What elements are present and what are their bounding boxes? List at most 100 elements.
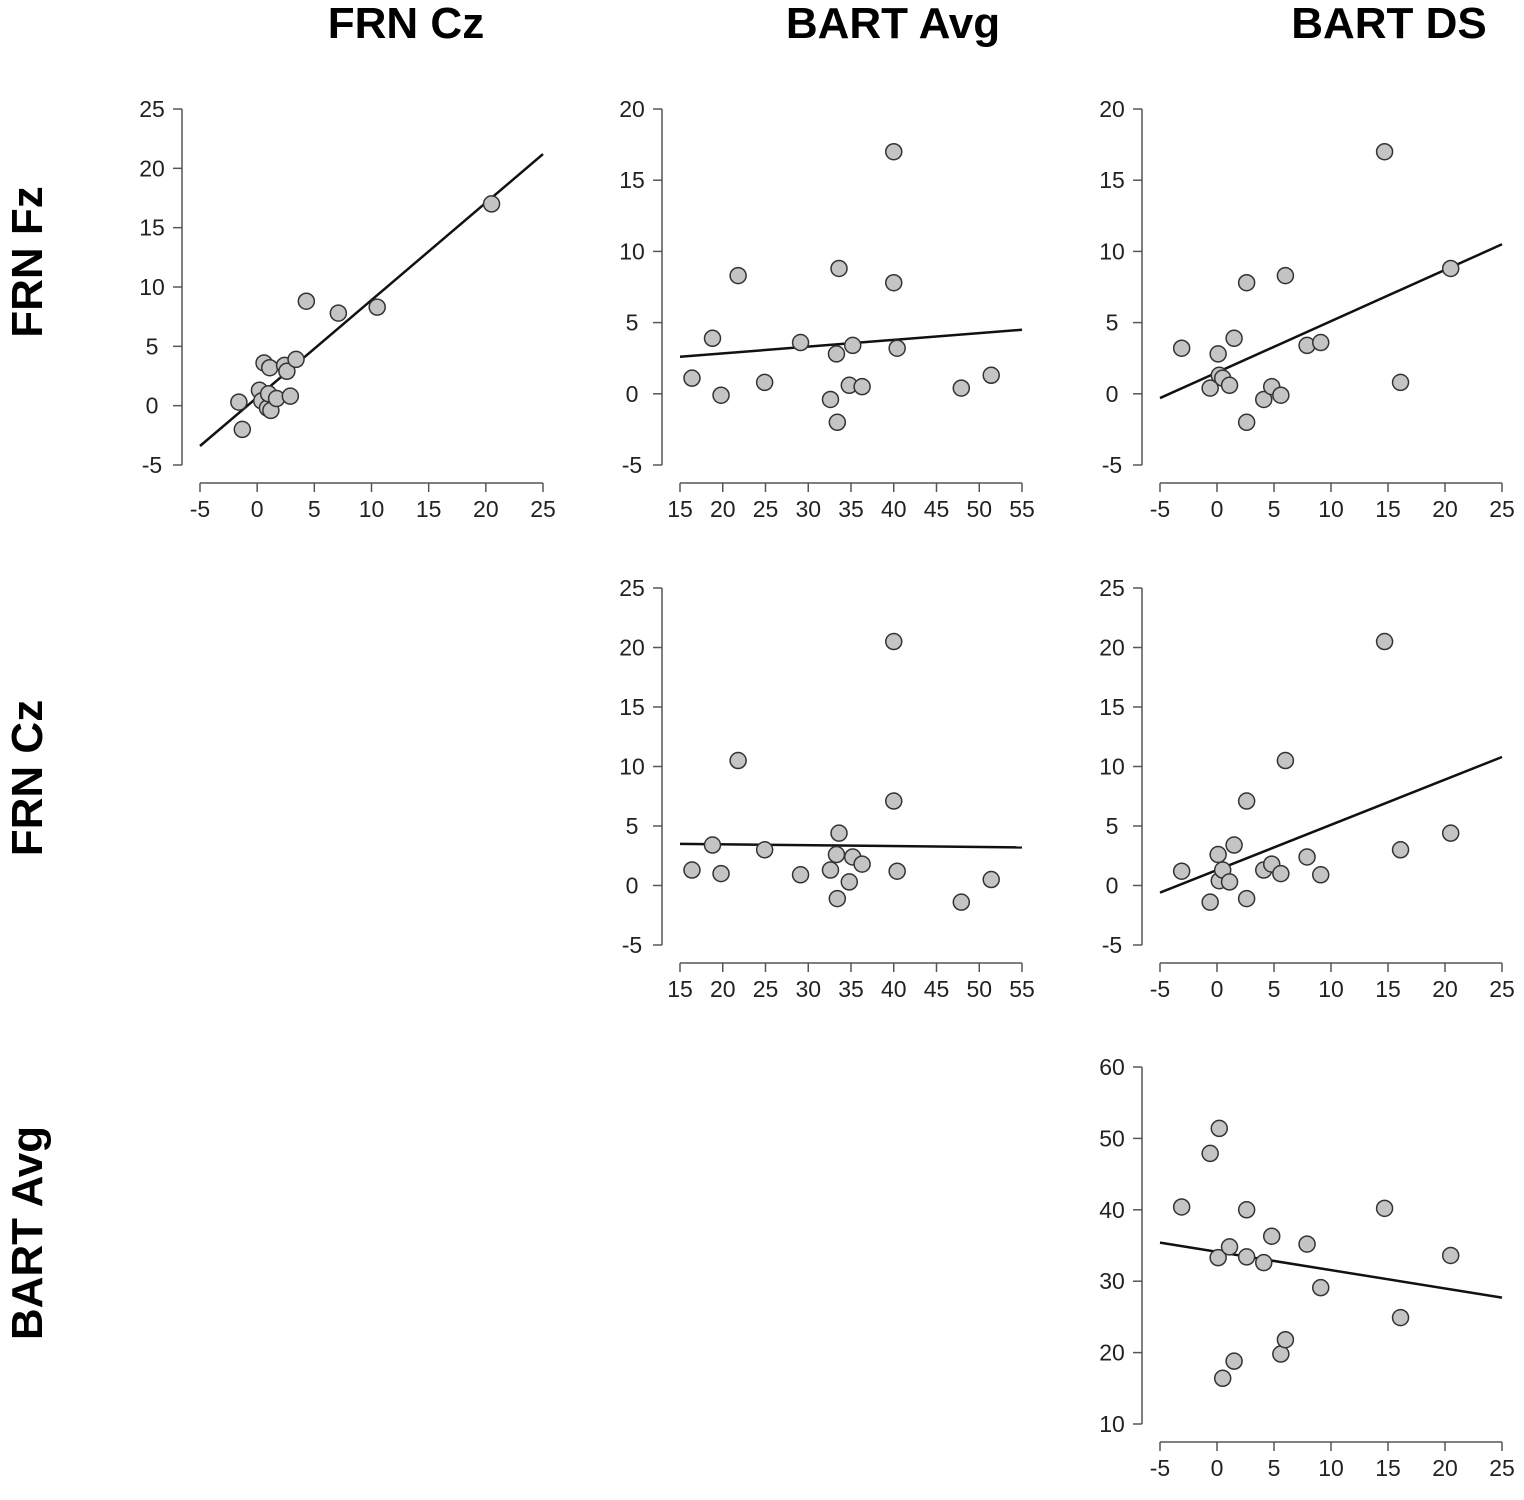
scatter-panel-3: -5 0 5 10 15 20 25 -5 0 5 10 15 20 [1099, 96, 1515, 522]
y-tick-label: 15 [619, 694, 645, 720]
data-point [712, 386, 730, 404]
y-tick-label: 20 [139, 155, 165, 181]
y-tick-label: 25 [619, 575, 645, 601]
data-point [329, 304, 348, 322]
data-point [1298, 1235, 1316, 1253]
x-tick-label: 20 [1432, 496, 1458, 522]
data-point [1237, 1201, 1256, 1219]
data-point [830, 824, 848, 842]
x-tick-label: 55 [1009, 496, 1035, 522]
x-tick-label: 35 [838, 976, 864, 1002]
data-point [828, 889, 847, 908]
x-tick-label: 15 [667, 976, 693, 1002]
data-point [1172, 862, 1191, 880]
x-tick-label: 50 [966, 496, 992, 522]
data-point [1276, 1330, 1295, 1349]
data-point [1276, 751, 1295, 770]
x-tick-label: 10 [1318, 976, 1344, 1002]
x-tick-label: -5 [190, 496, 210, 522]
data-point [1391, 1308, 1410, 1327]
data-point [1237, 792, 1256, 810]
data-point [1276, 266, 1295, 285]
y-tick-label: 20 [1099, 1340, 1125, 1366]
scatter-panel-4: 15 20 25 30 35 40 45 50 55 -5 0 5 10 15 20 25 [619, 575, 1035, 1002]
data-point [1237, 889, 1256, 908]
data-point [1201, 893, 1219, 911]
data-point [683, 369, 701, 387]
y-tick-label: -5 [142, 452, 162, 478]
column-title-2: BART Avg [786, 0, 1000, 48]
x-tick-label: 10 [1318, 1455, 1344, 1481]
data-point [885, 273, 903, 292]
x-tick-label: 15 [1375, 1455, 1401, 1481]
y-tick-label: 15 [139, 215, 165, 241]
data-point [885, 792, 903, 810]
y-tick-label: 20 [1099, 96, 1125, 122]
x-tick-label: 0 [251, 496, 264, 522]
y-tick-label: 10 [1099, 238, 1125, 264]
x-tick-label: 0 [1211, 1455, 1224, 1481]
scatter-panel-6: -5 0 5 10 15 20 25 10 20 30 40 50 60 [1099, 1054, 1515, 1481]
x-tick-label: 5 [1268, 496, 1281, 522]
y-tick-label: -5 [622, 452, 642, 478]
data-point [1272, 386, 1290, 404]
y-tick-label: 25 [139, 96, 165, 122]
data-point [368, 298, 386, 316]
data-point [1254, 390, 1273, 409]
data-point [1225, 329, 1243, 348]
x-tick-label: 15 [1375, 496, 1401, 522]
y-tick-label: 15 [619, 167, 645, 193]
y-tick-label: -5 [1102, 452, 1122, 478]
x-tick-label: 45 [924, 976, 950, 1002]
y-tick-label: 20 [619, 635, 645, 661]
x-tick-label: 20 [1432, 976, 1458, 1002]
data-point [230, 393, 248, 411]
data-point [1441, 1246, 1460, 1265]
x-tick-label: 40 [881, 976, 907, 1002]
x-tick-label: 15 [667, 496, 693, 522]
y-tick-label: 10 [1099, 754, 1125, 780]
y-tick-label: 5 [626, 813, 639, 839]
row-title-2: FRN Cz [3, 700, 52, 856]
data-point [1311, 1278, 1330, 1297]
data-point [297, 292, 316, 310]
data-point [729, 266, 747, 285]
x-tick-label: 0 [1211, 976, 1224, 1002]
x-tick-label: 25 [753, 496, 779, 522]
x-tick-label: 25 [1489, 496, 1515, 522]
data-point [1441, 824, 1460, 842]
y-tick-label: 10 [1099, 1411, 1125, 1437]
data-point [830, 259, 848, 278]
data-point [1375, 632, 1394, 651]
x-tick-label: 20 [710, 976, 736, 1002]
y-tick-label: 5 [626, 310, 639, 336]
data-point [1298, 848, 1316, 866]
x-tick-label: 50 [966, 976, 992, 1002]
y-tick-label: -5 [1102, 932, 1122, 958]
data-point [755, 373, 774, 392]
data-point [843, 336, 862, 355]
data-point [840, 873, 859, 891]
data-point [1254, 1253, 1273, 1272]
data-point [755, 841, 774, 859]
data-point [260, 358, 279, 377]
data-point [1237, 1248, 1256, 1266]
y-tick-label: 50 [1099, 1125, 1125, 1151]
data-point [791, 333, 810, 352]
y-tick-label: 40 [1099, 1197, 1125, 1223]
y-tick-label: 10 [619, 754, 645, 780]
data-point [885, 142, 903, 161]
data-point [885, 632, 903, 651]
y-tick-label: 0 [1106, 381, 1119, 407]
row-title-3: BART Avg [3, 1126, 52, 1340]
data-point [821, 390, 840, 409]
data-point [712, 864, 730, 883]
scatter-panel-2: 15 20 25 30 35 40 45 50 55 -5 0 5 10 15 20 [619, 96, 1035, 522]
y-tick-label: -5 [622, 932, 642, 958]
data-point [1311, 866, 1330, 884]
y-tick-label: 60 [1099, 1054, 1125, 1080]
scatter-panel-1: -5 0 5 10 15 20 25 -5 0 5 10 15 20 25 [139, 96, 556, 522]
x-tick-label: 5 [1268, 1455, 1281, 1481]
data-point [952, 379, 971, 397]
